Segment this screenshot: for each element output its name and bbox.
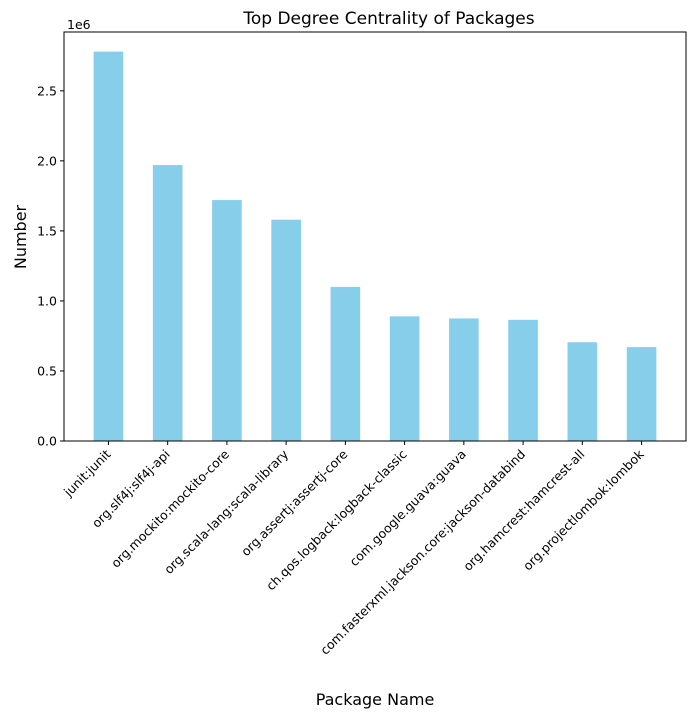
chart-title: Top Degree Centrality of Packages	[242, 9, 534, 29]
x-tick-label: com.fasterxml.jackson.core:jackson-datab…	[317, 447, 528, 658]
bar	[212, 200, 242, 441]
bar	[449, 318, 479, 441]
x-tick-label: org.mockito:mockito-core	[108, 446, 232, 570]
x-axis-ticks: junit:junitorg.slf4j:slf4j-apiorg.mockit…	[60, 441, 647, 658]
y-axis-label: Number	[11, 204, 30, 269]
x-axis-label: Package Name	[316, 690, 435, 709]
bar	[626, 347, 657, 441]
y-tick-label: 2.0	[37, 153, 57, 168]
bar	[93, 51, 124, 442]
bar	[330, 286, 361, 441]
bar	[567, 342, 598, 441]
y-tick-label: 1.0	[37, 293, 57, 308]
x-tick-label: org.hamcrest:hamcrest-all	[460, 447, 587, 574]
bars-group	[93, 51, 657, 442]
y-axis-ticks: 0.0 0.5 1.0 1.5 2.0 2.5	[37, 83, 64, 449]
bar	[152, 165, 183, 441]
y-tick-label: 1.5	[37, 223, 57, 238]
x-tick-label: junit:junit	[60, 446, 114, 500]
bar	[508, 319, 538, 441]
bar	[271, 219, 301, 441]
x-tick-label: org.scala-lang:scala-library	[161, 446, 292, 577]
bar	[389, 316, 420, 441]
y-tick-label: 2.5	[37, 83, 57, 98]
plot-frame	[63, 31, 687, 442]
y-offset-label: 1e6	[67, 17, 91, 32]
y-tick-label: 0.5	[37, 363, 57, 378]
x-tick-label: com.google.guava:guava	[346, 447, 469, 570]
x-tick-label: org.projectlombok:lombok	[520, 446, 647, 573]
y-tick-label: 0.0	[37, 434, 57, 449]
x-tick-label: org.assertj:assertj-core	[238, 446, 351, 559]
